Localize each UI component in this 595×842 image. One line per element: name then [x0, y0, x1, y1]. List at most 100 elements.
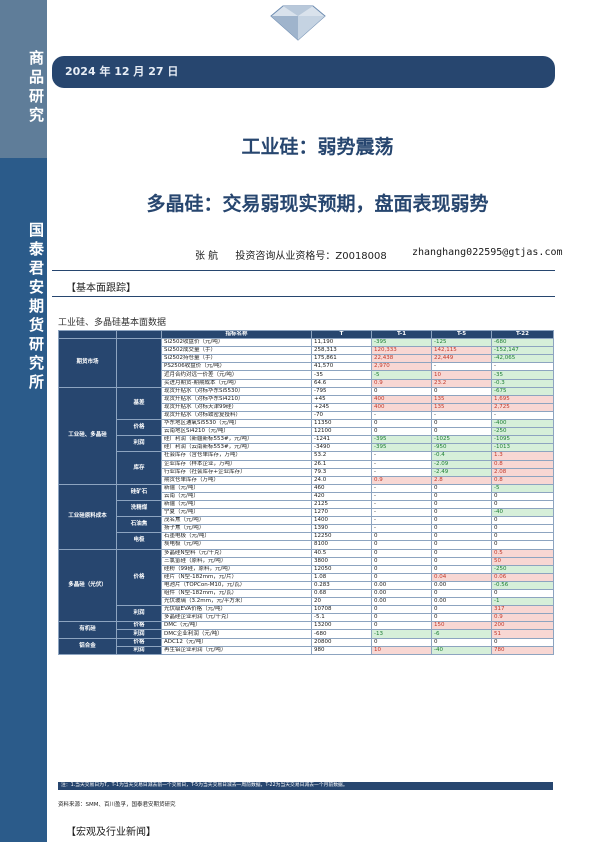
- value-cell: 12250: [311, 532, 372, 542]
- table-row: 光伏玻璃（3.2mm，元/平方米） 20 0.00 0.00 -1: [59, 597, 554, 607]
- value-cell: 175,861: [311, 354, 372, 364]
- value-cell: 11350: [311, 419, 372, 429]
- divider-top: [52, 270, 555, 271]
- subcategory-cell: 洗精煤: [116, 499, 162, 518]
- value-cell: -675: [491, 386, 554, 396]
- category-cell: 铝合金: [58, 637, 117, 655]
- indicator-cell: 组件（N型-182mm，元/瓦）: [161, 588, 312, 599]
- indicator-cell: DMC（元/吨）: [161, 621, 312, 631]
- value-cell: 0: [371, 548, 432, 558]
- indicator-cell: 云南地区Si4210（元/吨）: [161, 427, 312, 437]
- category-cell: 有机硅: [58, 621, 117, 639]
- indicator-cell: 扬子焦（元/吨）: [161, 524, 312, 534]
- value-cell: 0.9: [371, 475, 432, 485]
- value-cell: -250: [491, 427, 554, 437]
- header-cell: T-5: [431, 329, 492, 340]
- value-cell: 142,115: [431, 346, 492, 356]
- indicator-cell: 石墨电极（元/吨）: [161, 532, 312, 542]
- indicator-cell: Si2502收盘价（元/吨）: [161, 338, 312, 348]
- report-subtitle: 多晶硅：交易弱现实预期，盘面表现弱势: [146, 193, 489, 215]
- indicator-cell: ADC12（元/吨）: [161, 637, 312, 647]
- value-cell: -0.3: [491, 378, 554, 388]
- value-cell: 0: [431, 483, 492, 493]
- indicator-cell: 企业库存（样本企业，万吨）: [161, 459, 312, 469]
- subcategory-cell: 利润: [116, 629, 162, 639]
- sidebar-top-band: [0, 0, 47, 158]
- header-cell: T: [311, 329, 372, 340]
- value-cell: 1400: [311, 516, 372, 526]
- value-cell: -40: [431, 645, 492, 655]
- value-cell: 0: [431, 613, 492, 623]
- sidebar-institute-label: 国泰君安期货研究所: [27, 222, 45, 393]
- table-row: 洗精煤 新疆（元/吨） 2125-0 0: [59, 499, 554, 518]
- value-cell: 11,190: [311, 338, 372, 348]
- value-cell: 12100: [311, 427, 372, 437]
- value-cell: 0: [371, 613, 432, 623]
- value-cell: 22,449: [431, 354, 492, 364]
- value-cell: 2,725: [491, 402, 554, 412]
- value-cell: 0: [371, 427, 432, 437]
- indicator-cell: 云南（元/吨）: [161, 491, 312, 501]
- value-cell: 0: [491, 524, 554, 534]
- subcategory-cell: 价格: [116, 548, 162, 607]
- data-source: 资料来源：SMM、百川盈孚，国泰君安期货研究: [58, 802, 176, 808]
- value-cell: -: [371, 451, 432, 461]
- sidebar-bottom-band: [0, 158, 47, 842]
- value-cell: -2.09: [431, 459, 492, 469]
- sidebar-category-label: 商品研究: [27, 50, 45, 126]
- value-cell: 1.3: [491, 451, 554, 461]
- value-cell: 0.9: [371, 378, 432, 388]
- value-cell: 41,570: [311, 362, 372, 372]
- value-cell: -: [491, 362, 554, 372]
- value-cell: 1.08: [311, 572, 372, 582]
- value-cell: -1241: [311, 435, 372, 445]
- indicator-cell: 硅粉（99硅，原料，元/吨）: [161, 564, 312, 574]
- value-cell: 0.8: [491, 475, 554, 485]
- value-cell: 0: [371, 532, 432, 542]
- value-cell: 51: [491, 629, 554, 639]
- value-cell: 258,313: [311, 346, 372, 356]
- indicator-cell: 近月合约对远一价差（元/吨）: [161, 370, 312, 380]
- value-cell: 0: [371, 605, 432, 615]
- indicator-cell: Si2502成交量（手）: [161, 346, 312, 356]
- value-cell: 8100: [311, 540, 372, 550]
- indicator-cell: 华东地区通氧Si5530（元/吨）: [161, 419, 312, 429]
- value-cell: -: [371, 467, 432, 477]
- value-cell: +245: [311, 402, 372, 412]
- table-row: 近月合约对远一价差（元/吨） -35 -5 10 -35: [59, 370, 554, 380]
- value-cell: 135: [431, 402, 492, 412]
- table-row: 工业硅原料成本 硅矿石 新疆（元/吨） 460-0 -5: [58, 483, 554, 550]
- value-cell: 64.6: [311, 378, 372, 388]
- value-cell: 10: [431, 370, 492, 380]
- value-cell: -: [371, 508, 432, 518]
- table-row: 电极 石墨电极（元/吨） 12250 0 0 0: [59, 532, 554, 550]
- value-cell: 0.283: [311, 580, 372, 591]
- value-cell: 0: [431, 491, 492, 501]
- value-cell: 0.68: [311, 588, 372, 599]
- value-cell: 0: [491, 637, 554, 647]
- value-cell: 135: [431, 394, 492, 404]
- indicator-cell: 硅厂利润（新疆新标553#，元/吨）: [161, 435, 312, 445]
- value-cell: -395: [371, 338, 432, 348]
- value-cell: 0: [371, 386, 432, 396]
- value-cell: -: [371, 499, 432, 510]
- table-row: 利润 光伏级EVA价格（元/吨） 10708 0 0 317: [59, 605, 554, 623]
- value-cell: 460: [311, 483, 372, 493]
- subcategory-cell: 价格: [116, 419, 162, 437]
- value-cell: -70: [311, 410, 372, 421]
- indicator-cell: 茂名焦（元/吨）: [161, 516, 312, 526]
- header-cell: [58, 329, 117, 340]
- value-cell: 79.3: [311, 467, 372, 477]
- value-cell: -5: [371, 370, 432, 380]
- value-cell: -0.4: [431, 451, 492, 461]
- indicator-cell: 电池片（TOPCon-M10，元/瓦）: [161, 580, 312, 591]
- value-cell: 0: [491, 588, 554, 599]
- value-cell: 2,970: [371, 362, 432, 372]
- header-cell: [116, 329, 162, 340]
- table-note: 注：1.当天交易日为T，T-1为当天交易日减去前一个交易日，T-5为当天交易日减…: [58, 782, 553, 790]
- value-cell: -: [371, 410, 432, 421]
- value-cell: -: [371, 483, 432, 493]
- fundamentals-table: 指标名称 T T-1 T-5 T-22 期货市场 Si2502收盘价（元/吨） 11…: [58, 329, 554, 655]
- indicator-cell: 现货升贴水（对标华东Si4210）: [161, 394, 312, 404]
- subcategory-cell: 利润: [116, 645, 162, 655]
